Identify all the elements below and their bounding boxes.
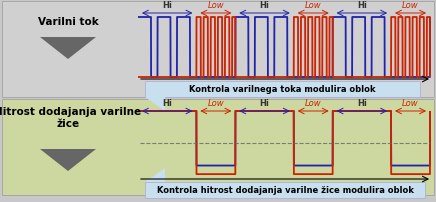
FancyBboxPatch shape <box>145 182 425 198</box>
Text: Varilni tok: Varilni tok <box>37 17 99 27</box>
Polygon shape <box>145 168 165 182</box>
Text: Kontrola hitrost dodajanja varilne žice modulira oblok: Kontrola hitrost dodajanja varilne žice … <box>157 186 413 195</box>
FancyBboxPatch shape <box>2 2 434 98</box>
Text: Low: Low <box>208 99 224 107</box>
Text: Low: Low <box>305 99 321 107</box>
Text: Kontrola varilnega toka modulira oblok: Kontrola varilnega toka modulira oblok <box>189 85 376 94</box>
Text: Hi: Hi <box>357 1 367 10</box>
Text: Low: Low <box>305 1 321 10</box>
Text: Hi: Hi <box>357 99 367 107</box>
Text: Hi: Hi <box>162 99 172 107</box>
Polygon shape <box>40 149 96 171</box>
Text: Hi: Hi <box>162 1 172 10</box>
Text: Hi: Hi <box>259 1 269 10</box>
FancyBboxPatch shape <box>145 82 420 98</box>
Text: Hitrost dodajanja varilne
žice: Hitrost dodajanja varilne žice <box>0 107 142 128</box>
Text: Low: Low <box>402 1 419 10</box>
FancyBboxPatch shape <box>2 100 434 195</box>
Text: Low: Low <box>208 1 224 10</box>
Text: Low: Low <box>402 99 419 107</box>
Polygon shape <box>145 98 165 112</box>
Polygon shape <box>40 38 96 60</box>
Text: Hi: Hi <box>259 99 269 107</box>
